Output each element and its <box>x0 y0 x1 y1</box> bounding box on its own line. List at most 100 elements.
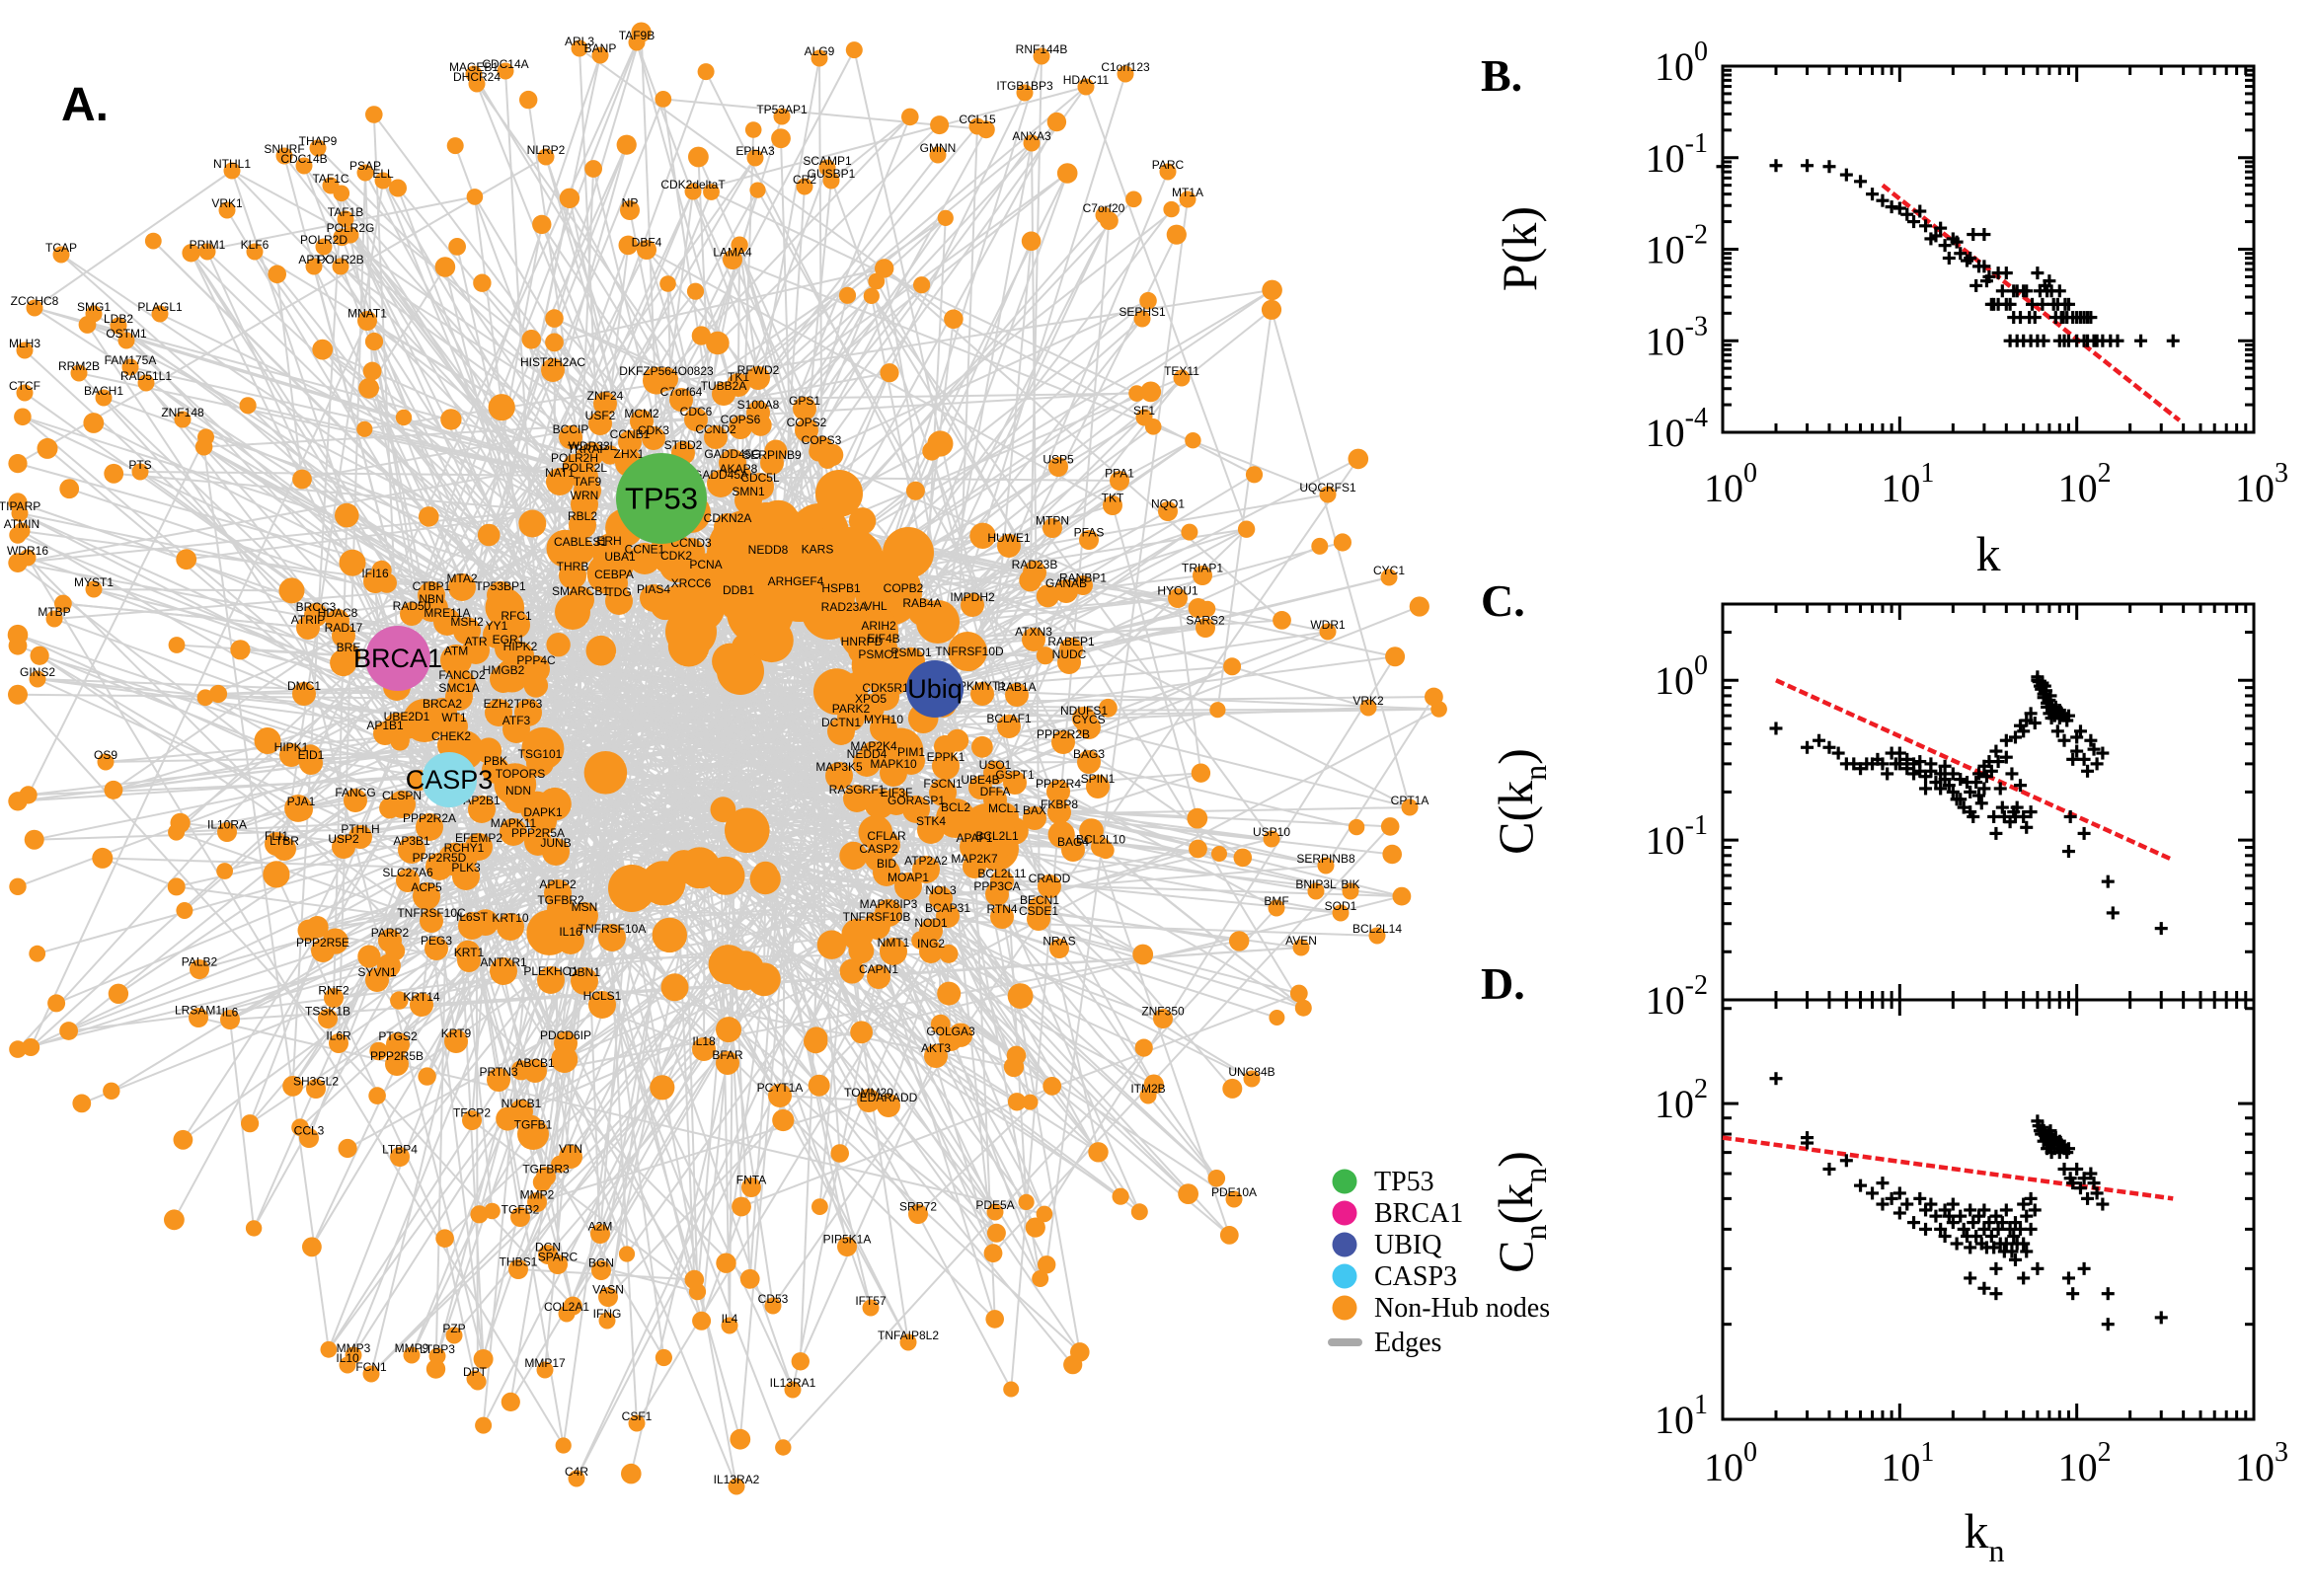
node-label: EID1 <box>298 748 325 762</box>
network-node <box>641 861 686 906</box>
node-label: CCL15 <box>959 113 996 126</box>
clustering-coefficient-plot: 100 10-1 10-2 C(kn) <box>1488 602 2256 1023</box>
node-label: KLF6 <box>241 238 270 252</box>
node-label: A2M <box>588 1220 613 1234</box>
node-label: COPS6 <box>721 413 761 426</box>
network-node <box>810 436 833 460</box>
network-node <box>1211 846 1227 862</box>
legend-label: BRCA1 <box>1374 1198 1463 1229</box>
network-node <box>208 684 228 704</box>
node-label: C7orf20 <box>1083 201 1125 215</box>
network-node <box>739 1268 760 1289</box>
network-node <box>1294 999 1312 1017</box>
network-edge <box>17 497 662 565</box>
network-edge <box>411 1213 481 1356</box>
node-label: BAG3 <box>1073 747 1105 761</box>
network-node <box>716 1253 736 1273</box>
network-edge <box>953 318 1255 476</box>
network-edge <box>448 71 708 781</box>
node-label: RFC1 <box>501 609 532 623</box>
network-node <box>593 392 617 416</box>
node-label: HIPK2 <box>503 640 538 653</box>
network-node <box>52 246 70 264</box>
node-label: CDK3 <box>638 423 669 437</box>
node-label: MT1A <box>1172 186 1203 199</box>
network-edge <box>202 446 330 1350</box>
node-label: TGFB1 <box>514 1117 553 1131</box>
network-node <box>1262 279 1282 301</box>
node-label: MRE11A <box>424 606 470 620</box>
node-label: BCL2L11 <box>977 867 1026 880</box>
network-node <box>70 364 88 382</box>
legend-item-non-hub-nodes: Non-Hub nodes <box>1332 1293 1550 1324</box>
node-label: ELL <box>372 167 394 181</box>
node-label: RAD23A <box>821 600 868 614</box>
network-node <box>848 938 875 964</box>
network-node <box>650 1075 675 1101</box>
scatter-points <box>1769 670 2168 936</box>
network-edge <box>779 1095 870 1102</box>
network-node <box>808 1074 830 1097</box>
network-node <box>1392 886 1412 906</box>
node-label: SMC1A <box>438 681 479 695</box>
node-label: BID <box>877 857 896 871</box>
network-node <box>477 523 501 547</box>
node-label: PLK3 <box>451 861 481 874</box>
node-label: TAF9B <box>619 29 655 42</box>
node-label: SERPINB8 <box>1296 852 1355 866</box>
node-label: ATRIP <box>291 613 325 627</box>
network-node <box>1112 1187 1129 1205</box>
node-label: SARS2 <box>1186 614 1225 628</box>
network-node <box>913 276 931 294</box>
network-node <box>659 275 676 292</box>
network-node <box>59 1022 78 1040</box>
node-label: FSCN1 <box>923 777 963 791</box>
x-tick-label: 103 <box>2235 458 2288 510</box>
network-node <box>19 549 37 567</box>
node-label: GINS2 <box>20 665 55 679</box>
node-label: DKFZP564O0823 <box>619 364 714 378</box>
node-label: IL6 <box>222 1006 239 1020</box>
network-edge <box>537 584 1084 843</box>
network-node <box>320 1340 338 1358</box>
legend-swatch-ubiq <box>1332 1232 1357 1257</box>
node-label: ITM2B <box>1130 1082 1165 1096</box>
network-node <box>752 861 779 888</box>
node-label: SOD1 <box>1325 899 1357 913</box>
node-label: HYOU1 <box>1157 584 1198 598</box>
network-node <box>922 441 942 461</box>
network-node <box>688 146 709 168</box>
network-edge <box>830 115 911 182</box>
network-node <box>1261 299 1282 320</box>
legend-item-ubiq: UBIQ <box>1332 1230 1441 1260</box>
network-node <box>1125 190 1142 208</box>
network-node <box>189 1008 208 1027</box>
network-node <box>839 841 868 871</box>
node-label: S100A8 <box>737 398 780 412</box>
network-node <box>282 1076 303 1097</box>
network-node <box>1023 134 1041 152</box>
network-edge <box>27 436 207 796</box>
node-label: RASGRF1 <box>829 783 886 797</box>
node-label: TAF1C <box>312 172 348 186</box>
network-node <box>863 287 880 304</box>
network-edge <box>646 249 1114 506</box>
network-node <box>117 332 135 349</box>
network-node <box>265 832 288 856</box>
network-node <box>706 331 730 355</box>
node-label: PPA1 <box>1105 467 1134 481</box>
node-label: MCL1 <box>988 801 1020 815</box>
node-label: CDKN2A <box>704 511 752 525</box>
node-label: ATM <box>444 644 468 657</box>
node-label: CEBPA <box>594 568 634 581</box>
node-label: BIK <box>1341 877 1359 891</box>
node-label: NBN <box>419 592 443 606</box>
node-label: DDB1 <box>723 583 754 597</box>
node-label: THRB <box>557 560 589 573</box>
node-label: VHL <box>864 599 888 613</box>
network-edge <box>397 187 1218 1179</box>
network-node <box>292 682 316 706</box>
network-node <box>368 1087 386 1104</box>
network-node <box>811 1198 828 1215</box>
network-edge <box>883 234 1178 830</box>
